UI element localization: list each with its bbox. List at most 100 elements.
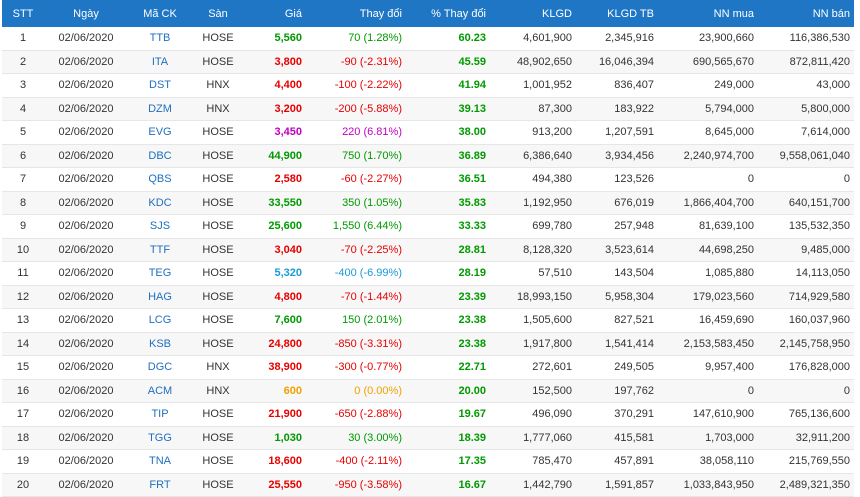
cell-exchange: HOSE (192, 261, 244, 286)
cell-foreign-buy: 8,645,000 (658, 120, 758, 145)
column-header-foreign-sell[interactable]: NN bán (758, 0, 854, 27)
cell-symbol-link[interactable]: TEG (128, 261, 192, 286)
cell-avg-volume: 5,958,304 (576, 285, 658, 309)
cell-symbol-link[interactable]: TTF (128, 238, 192, 262)
table-row: 20 02/06/2020 FRT HOSE 25,550 -950 (-3.5… (2, 473, 854, 497)
cell-change: -60 (-2.27%) (306, 167, 406, 192)
column-header-volume[interactable]: KLGD (490, 0, 576, 27)
cell-pct-change: 28.19 (406, 261, 490, 286)
cell-symbol-link[interactable]: TTB (128, 27, 192, 51)
cell-change: 150 (2.01%) (306, 308, 406, 333)
cell-avg-volume: 197,762 (576, 379, 658, 403)
cell-symbol-link[interactable]: DST (128, 73, 192, 98)
cell-volume: 152,500 (490, 379, 576, 403)
cell-pct-change: 28.81 (406, 238, 490, 262)
cell-symbol-link[interactable]: DGC (128, 355, 192, 380)
cell-foreign-sell: 2,145,758,950 (758, 332, 854, 356)
cell-symbol-link[interactable]: LCG (128, 308, 192, 333)
cell-stt: 16 (2, 379, 44, 403)
cell-volume: 6,386,640 (490, 144, 576, 168)
cell-foreign-sell: 160,037,960 (758, 308, 854, 333)
cell-symbol-link[interactable]: SJS (128, 214, 192, 239)
cell-change: 70 (1.28%) (306, 27, 406, 51)
cell-symbol-link[interactable]: TNA (128, 449, 192, 474)
cell-date: 02/06/2020 (44, 355, 128, 380)
cell-symbol-link[interactable]: TGG (128, 426, 192, 450)
cell-symbol-link[interactable]: FRT (128, 473, 192, 497)
cell-symbol-link[interactable]: KDC (128, 191, 192, 215)
column-header-pct-change[interactable]: % Thay đổi (406, 0, 490, 27)
cell-stt: 9 (2, 214, 44, 239)
table-row: 7 02/06/2020 QBS HOSE 2,580 -60 (-2.27%)… (2, 167, 854, 192)
cell-foreign-sell: 7,614,000 (758, 120, 854, 145)
cell-price: 3,800 (244, 50, 306, 74)
cell-stt: 8 (2, 191, 44, 215)
cell-foreign-sell: 872,811,420 (758, 50, 854, 74)
table-row: 15 02/06/2020 DGC HNX 38,900 -300 (-0.77… (2, 355, 854, 380)
cell-symbol-link[interactable]: TIP (128, 402, 192, 427)
cell-date: 02/06/2020 (44, 261, 128, 286)
cell-stt: 11 (2, 261, 44, 286)
cell-foreign-buy: 1,033,843,950 (658, 473, 758, 497)
cell-foreign-buy: 1,866,404,700 (658, 191, 758, 215)
cell-date: 02/06/2020 (44, 285, 128, 309)
cell-change: -200 (-5.88%) (306, 97, 406, 121)
cell-symbol-link[interactable]: ACM (128, 379, 192, 403)
cell-foreign-buy: 179,023,560 (658, 285, 758, 309)
column-header-avg-volume[interactable]: KLGD TB (576, 0, 658, 27)
table-row: 16 02/06/2020 ACM HNX 600 0 (0.00%) 20.0… (2, 379, 854, 403)
cell-foreign-sell: 176,828,000 (758, 355, 854, 380)
cell-exchange: HOSE (192, 449, 244, 474)
column-header-symbol[interactable]: Mã CK (128, 0, 192, 27)
cell-symbol-link[interactable]: EVG (128, 120, 192, 145)
cell-stt: 15 (2, 355, 44, 380)
column-header-price[interactable]: Giá (244, 0, 306, 27)
cell-price: 21,900 (244, 402, 306, 427)
cell-symbol-link[interactable]: DZM (128, 97, 192, 121)
cell-pct-change: 35.83 (406, 191, 490, 215)
cell-pct-change: 22.71 (406, 355, 490, 380)
cell-exchange: HOSE (192, 214, 244, 239)
cell-foreign-sell: 14,113,050 (758, 261, 854, 286)
cell-avg-volume: 457,891 (576, 449, 658, 474)
cell-foreign-sell: 116,386,530 (758, 27, 854, 51)
column-header-date[interactable]: Ngày (44, 0, 128, 27)
cell-exchange: HNX (192, 355, 244, 380)
cell-date: 02/06/2020 (44, 214, 128, 239)
cell-change: -400 (-2.11%) (306, 449, 406, 474)
cell-stt: 18 (2, 426, 44, 450)
cell-volume: 1,505,600 (490, 308, 576, 333)
cell-pct-change: 23.38 (406, 332, 490, 356)
cell-pct-change: 41.94 (406, 73, 490, 98)
cell-price: 24,800 (244, 332, 306, 356)
header-row: STT Ngày Mã CK Sàn Giá Thay đổi % Thay đ… (2, 0, 854, 27)
cell-pct-change: 23.38 (406, 308, 490, 333)
cell-exchange: HOSE (192, 238, 244, 262)
cell-foreign-sell: 765,136,600 (758, 402, 854, 427)
column-header-exchange[interactable]: Sàn (192, 0, 244, 27)
cell-date: 02/06/2020 (44, 238, 128, 262)
cell-symbol-link[interactable]: QBS (128, 167, 192, 192)
column-header-stt[interactable]: STT (2, 0, 44, 27)
cell-symbol-link[interactable]: HAG (128, 285, 192, 309)
cell-volume: 4,601,900 (490, 27, 576, 51)
cell-symbol-link[interactable]: ITA (128, 50, 192, 74)
cell-date: 02/06/2020 (44, 379, 128, 403)
cell-pct-change: 23.39 (406, 285, 490, 309)
cell-date: 02/06/2020 (44, 50, 128, 74)
cell-volume: 496,090 (490, 402, 576, 427)
cell-foreign-buy: 1,085,880 (658, 261, 758, 286)
cell-foreign-sell: 0 (758, 167, 854, 192)
table-row: 8 02/06/2020 KDC HOSE 33,550 350 (1.05%)… (2, 191, 854, 215)
cell-symbol-link[interactable]: KSB (128, 332, 192, 356)
cell-stt: 6 (2, 144, 44, 168)
cell-symbol-link[interactable]: DBC (128, 144, 192, 168)
cell-change: 350 (1.05%) (306, 191, 406, 215)
cell-pct-change: 19.67 (406, 402, 490, 427)
cell-foreign-buy: 9,957,400 (658, 355, 758, 380)
table-row: 19 02/06/2020 TNA HOSE 18,600 -400 (-2.1… (2, 449, 854, 474)
column-header-change[interactable]: Thay đổi (306, 0, 406, 27)
cell-pct-change: 60.23 (406, 27, 490, 51)
column-header-foreign-buy[interactable]: NN mua (658, 0, 758, 27)
